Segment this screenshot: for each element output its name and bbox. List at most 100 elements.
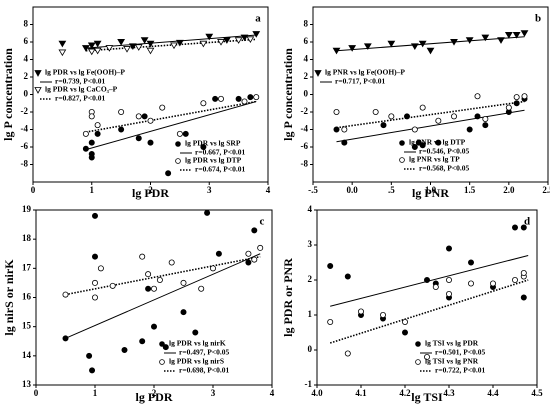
- x-axis-label: lg PDR: [136, 390, 173, 404]
- y-tick-label: 4: [24, 54, 29, 64]
- legend-label: lg PNR vs lg DTP: [409, 138, 466, 147]
- point: [474, 113, 481, 120]
- x-tick-label: 4.2: [399, 388, 411, 398]
- x-tick-label: 0.0: [347, 185, 359, 195]
- point: [520, 30, 529, 37]
- point: [512, 276, 519, 283]
- point: [200, 100, 207, 107]
- point: [87, 48, 96, 56]
- x-tick-label: -.5: [308, 185, 318, 195]
- y-tick-label: -6: [21, 141, 29, 151]
- x-tick-label: 3: [211, 388, 216, 398]
- x-tick-label: 4.0: [311, 388, 323, 398]
- point: [245, 259, 252, 266]
- x-tick-label: 2: [148, 185, 153, 195]
- legend-marker: [159, 341, 165, 347]
- legend-stat: r=0.722, P<0.01: [435, 366, 485, 375]
- panel-label: d: [524, 216, 530, 228]
- point: [212, 95, 219, 102]
- point: [411, 126, 418, 133]
- point: [388, 113, 395, 120]
- point: [97, 265, 104, 272]
- point: [199, 40, 208, 48]
- legend-label: lg PDR vs lg nirS: [169, 357, 224, 366]
- point: [146, 40, 155, 48]
- point: [215, 250, 222, 257]
- point: [93, 40, 102, 48]
- point: [140, 37, 149, 44]
- point: [168, 259, 175, 266]
- y-tick-label: -6: [301, 141, 309, 151]
- point: [521, 93, 528, 100]
- point: [379, 311, 386, 318]
- legend-marker: [415, 341, 421, 347]
- x-tick-label: 1: [90, 185, 95, 195]
- point: [482, 116, 489, 123]
- x-tick-label: 2: [152, 388, 157, 398]
- point: [481, 34, 490, 42]
- y-tick-label: 17: [22, 262, 32, 272]
- x-axis-label: lg TSI: [411, 390, 443, 404]
- point: [176, 130, 183, 137]
- plot-frame: [316, 209, 538, 386]
- point: [92, 253, 99, 260]
- legend-label: lg TSI vs lg PDR: [425, 339, 479, 348]
- x-axis-label: lg PDR: [132, 186, 169, 200]
- point: [135, 113, 142, 120]
- panel-label: a: [255, 13, 261, 25]
- point: [257, 244, 264, 251]
- point: [204, 209, 211, 216]
- point: [253, 94, 260, 101]
- point: [82, 145, 89, 152]
- point: [372, 109, 379, 116]
- x-tick-label: 4.4: [487, 388, 499, 398]
- panel: -.5 0.0 .5 1.0 1.5 2.0 2.5 -8 -6 -4 -2 0 2 4 6 8 lg PNR l…: [281, 6, 550, 200]
- point: [170, 42, 178, 50]
- point: [135, 135, 142, 142]
- x-tick-label: 0: [34, 388, 39, 398]
- point: [247, 94, 254, 101]
- point: [141, 113, 148, 120]
- legend-label: lg PDR vs lg CaCO₃–P: [45, 85, 118, 94]
- point: [348, 45, 357, 52]
- point: [182, 130, 189, 137]
- y-axis-label: lg nirS or nirK: [2, 259, 16, 336]
- point: [240, 34, 249, 42]
- fit-line: [85, 34, 257, 49]
- point: [205, 33, 214, 41]
- point: [62, 335, 69, 342]
- plot-frame: [35, 209, 273, 386]
- point: [357, 308, 364, 315]
- x-tick-label: 4: [266, 185, 271, 195]
- point: [435, 117, 442, 124]
- y-tick-label: -8: [301, 159, 309, 169]
- point: [165, 170, 172, 177]
- point: [387, 40, 396, 48]
- point: [192, 329, 199, 336]
- point: [234, 37, 243, 44]
- point: [450, 113, 457, 120]
- legend-label: lg PNR vs lg Fe(OOH)–P: [325, 68, 405, 77]
- point: [145, 285, 152, 292]
- point: [245, 250, 252, 257]
- point: [222, 37, 231, 44]
- point: [344, 350, 351, 357]
- point: [504, 32, 513, 39]
- point: [62, 291, 69, 298]
- y-tick-label: -4: [301, 124, 309, 134]
- point: [88, 150, 95, 157]
- point: [235, 95, 242, 102]
- y-tick-label: 18: [22, 233, 32, 243]
- point: [410, 43, 419, 51]
- point: [150, 285, 157, 292]
- point: [401, 318, 408, 325]
- point: [467, 259, 474, 266]
- y-tick-label: 15: [22, 321, 32, 331]
- fit-line: [336, 109, 525, 143]
- point: [489, 280, 496, 287]
- point: [105, 45, 114, 52]
- x-tick-label: 2.5: [542, 185, 550, 195]
- point: [146, 47, 155, 55]
- point: [474, 93, 481, 100]
- legend-marker: [175, 158, 181, 164]
